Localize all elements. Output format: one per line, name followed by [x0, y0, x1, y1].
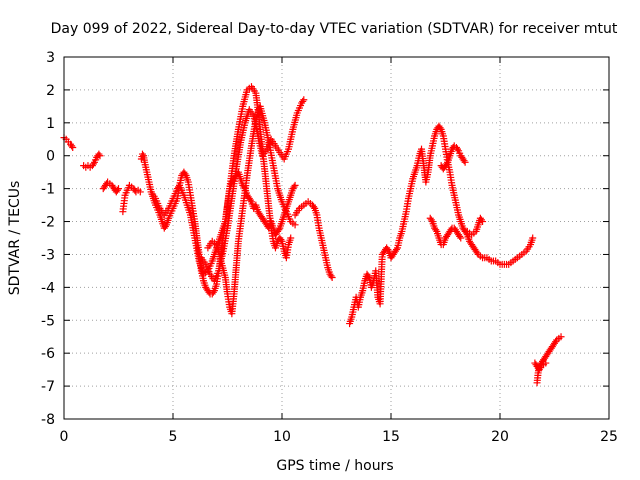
data-point: [456, 232, 464, 240]
data-point: [477, 216, 485, 224]
data-point: [113, 186, 121, 194]
data-point: [436, 124, 444, 132]
y-tick-label: 2: [46, 83, 55, 99]
data-point: [364, 272, 372, 280]
y-axis-label: SDTVAR / TECUs: [7, 181, 23, 296]
data-point: [287, 234, 295, 242]
data-point: [161, 222, 169, 230]
plot-frame: [63, 56, 610, 420]
data-point: [181, 170, 189, 178]
y-tick-label: 1: [46, 116, 55, 132]
data-point: [115, 185, 122, 193]
data-point: [473, 249, 481, 257]
data-point: [327, 272, 335, 280]
axis-ticks: 0 5 10 15 20 25 -8 -7 -6 -5 -4 -3 -2 -1 0 1 2 3: [41, 50, 618, 445]
y-tick-label: -4: [41, 280, 55, 296]
data-point: [300, 96, 308, 104]
y-tick-label: -7: [41, 379, 55, 395]
data-point: [136, 188, 144, 196]
data-point: [457, 234, 465, 242]
data-point: [95, 150, 103, 158]
data-point: [453, 145, 461, 153]
x-tick-label: 25: [600, 429, 618, 445]
data-point: [246, 196, 254, 204]
data-point: [209, 288, 217, 296]
data-point: [552, 338, 560, 346]
data-point: [460, 157, 468, 165]
y-tick-label: -2: [41, 215, 55, 231]
data-point: [290, 183, 298, 191]
data-point: [138, 150, 146, 158]
data-point: [291, 181, 299, 189]
y-tick-label: 0: [46, 149, 55, 165]
data-point: [68, 142, 76, 150]
x-tick-label: 15: [382, 429, 400, 445]
data-point: [384, 246, 392, 254]
y-tick-label: -6: [41, 346, 55, 362]
y-tick-label: -8: [41, 412, 55, 428]
y-tick-label: -3: [41, 247, 55, 263]
y-tick-label: -1: [41, 182, 55, 198]
x-tick-label: 20: [491, 429, 509, 445]
data-point: [96, 152, 104, 160]
data-point: [328, 273, 336, 281]
data-point: [427, 216, 435, 224]
grid: [64, 57, 609, 419]
x-tick-label: 5: [169, 429, 178, 445]
data-point: [443, 160, 451, 168]
data-point: [542, 359, 550, 367]
y-tick-label: 3: [46, 50, 55, 66]
y-tick-label: -5: [41, 313, 55, 329]
chart-title: Day 099 of 2022, Sidereal Day-to-day VTE…: [51, 21, 618, 37]
x-tick-label: 10: [273, 429, 291, 445]
data-point: [310, 203, 318, 211]
data-point: [432, 226, 440, 234]
x-axis-label: GPS time / hours: [276, 458, 393, 474]
series-sdtvar: [60, 83, 565, 387]
data-point: [69, 144, 77, 151]
data-point: [89, 160, 97, 168]
x-tick-label: 0: [60, 429, 69, 445]
data-point: [299, 97, 307, 105]
data-point: [557, 333, 565, 341]
data-point: [275, 226, 283, 234]
data-point: [529, 234, 537, 242]
data-point: [392, 246, 400, 254]
data-point: [479, 218, 487, 226]
data-point: [277, 236, 285, 244]
data-point: [291, 221, 299, 229]
data-point: [461, 158, 469, 166]
